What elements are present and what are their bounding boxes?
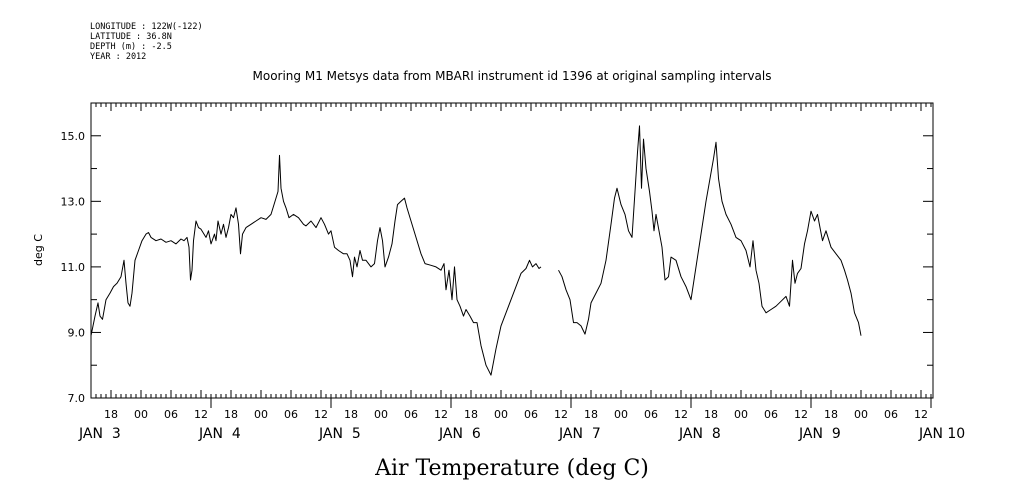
- x-tick-label: 06: [644, 408, 658, 421]
- x-tick-label: 00: [734, 408, 748, 421]
- x-tick-label: 06: [524, 408, 538, 421]
- x-tick-labels: 18 00 06 12 18 00 06 12 18 00 06 12 18 00 06 12 18 00 06 12…: [104, 408, 928, 421]
- x-tick-label: 00: [374, 408, 388, 421]
- x-tick-label: 12: [794, 408, 808, 421]
- day-label: JAN 5: [318, 426, 361, 442]
- day-label: JAN 7: [558, 426, 601, 442]
- y-tick-label: 7.0: [68, 392, 86, 405]
- x-tick-label: 12: [554, 408, 568, 421]
- day-label: JAN 9: [798, 426, 841, 442]
- x-tick-label: 00: [134, 408, 148, 421]
- y-tick-label: 13.0: [61, 195, 86, 208]
- metadata-block: LONGITUDE : 122W(-122) LATITUDE : 36.8N …: [90, 22, 203, 62]
- y-tick-label: 9.0: [68, 326, 86, 339]
- x-tick-label: 12: [314, 408, 328, 421]
- day-label: JAN 10: [918, 426, 965, 442]
- x-tick-label: 06: [884, 408, 898, 421]
- x-tick-label: 00: [854, 408, 868, 421]
- x-tick-label: 12: [194, 408, 208, 421]
- x-tick-label: 06: [764, 408, 778, 421]
- x-tick-label: 18: [344, 408, 358, 421]
- x-tick-label: 18: [824, 408, 838, 421]
- latitude-label: LATITUDE : 36.8N: [90, 32, 172, 42]
- day-labels: JAN 3 JAN 4 JAN 5 JAN 6 JAN 7 JAN 8 JAN 9 JAN 1…: [78, 426, 965, 442]
- axis-ticks: [90, 102, 933, 408]
- x-tick-label: 12: [434, 408, 448, 421]
- day-label: JAN 8: [678, 426, 721, 442]
- day-label: JAN 3: [78, 426, 121, 442]
- x-tick-label: 18: [224, 408, 238, 421]
- x-tick-label: 00: [614, 408, 628, 421]
- series-air-temperature: [90, 125, 862, 376]
- y-tick-label: 11.0: [61, 261, 86, 274]
- year-label: YEAR : 2012: [90, 52, 146, 62]
- day-label: JAN 6: [438, 426, 481, 442]
- y-axis-label: deg C: [32, 234, 45, 266]
- x-tick-label: 06: [284, 408, 298, 421]
- depth-label: DEPTH (m) : -2.5: [90, 42, 172, 52]
- chart-title: Mooring M1 Metsys data from MBARI instru…: [253, 69, 772, 83]
- x-tick-label: 12: [914, 408, 928, 421]
- x-tick-label: 00: [494, 408, 508, 421]
- y-tick-labels: 7.0 9.0 11.0 13.0 15.0: [61, 130, 86, 405]
- x-tick-label: 12: [674, 408, 688, 421]
- series-line-segment: [90, 154, 542, 376]
- x-tick-label: 06: [164, 408, 178, 421]
- x-tick-label: 18: [704, 408, 718, 421]
- longitude-label: LONGITUDE : 122W(-122): [90, 22, 203, 32]
- day-label: JAN 4: [198, 426, 241, 442]
- y-tick-label: 15.0: [61, 130, 86, 143]
- x-tick-label: 18: [584, 408, 598, 421]
- x-tick-label: 06: [404, 408, 418, 421]
- plot-frame: [90, 102, 934, 399]
- x-tick-label: 00: [254, 408, 268, 421]
- x-tick-label: 18: [464, 408, 478, 421]
- x-axis-label: Air Temperature (deg C): [374, 456, 649, 481]
- x-tick-label: 18: [104, 408, 118, 421]
- series-line-segment: [558, 125, 862, 336]
